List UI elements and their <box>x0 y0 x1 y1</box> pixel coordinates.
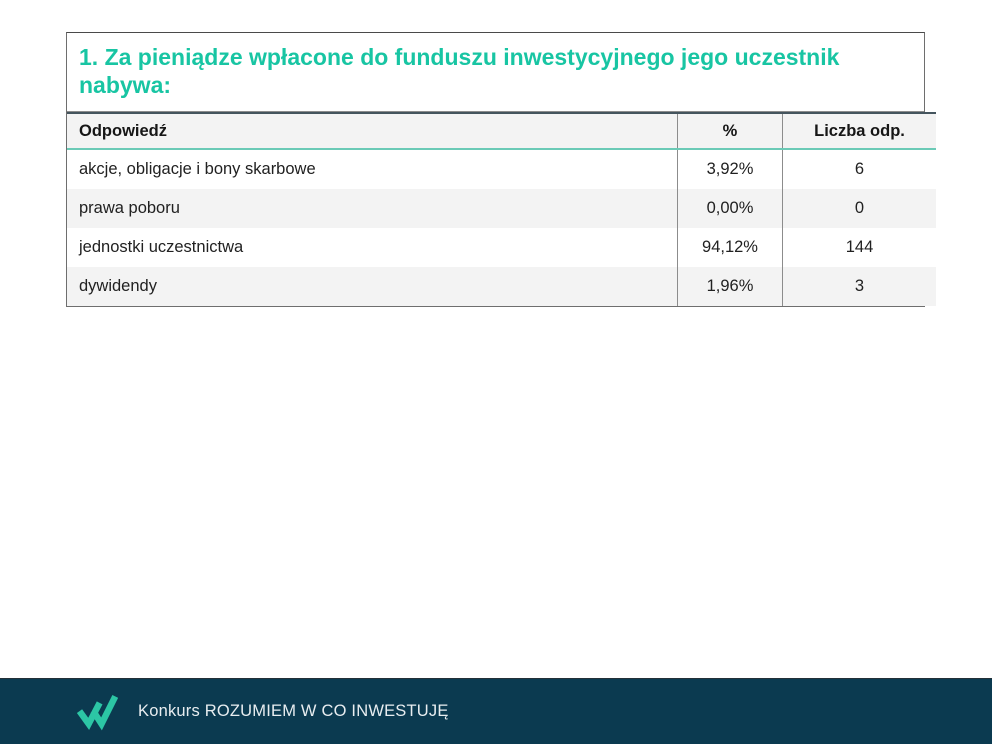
answer-cell: jednostki uczestnictwa <box>79 238 244 256</box>
count-cell: 0 <box>782 189 936 228</box>
double-check-w-logo-icon <box>76 694 118 730</box>
table-header-row: Odpowiedź % Liczba odp. <box>67 113 936 149</box>
results-table: Odpowiedź % Liczba odp. akcje, obligacje… <box>67 112 936 306</box>
table-row: dywidendy 1,96% 3 <box>67 267 936 306</box>
table-row: prawa poboru 0,00% 0 <box>67 189 936 228</box>
count-cell: 6 <box>782 149 936 189</box>
count-cell: 3 <box>782 267 936 306</box>
footer-bar: Konkurs ROZUMIEM W CO INWESTUJĘ <box>0 678 992 744</box>
answer-cell: dywidendy <box>79 277 157 295</box>
table-row: akcje, obligacje i bony skarbowe 3,92% 6 <box>67 149 936 189</box>
percent-cell: 3,92% <box>677 149 783 189</box>
question-panel: 1. Za pieniądze wpłacone do funduszu inw… <box>66 32 936 307</box>
column-header-answer: Odpowiedź <box>79 121 167 140</box>
percent-cell: 94,12% <box>677 228 783 267</box>
footer-text: Konkurs ROZUMIEM W CO INWESTUJĘ <box>138 702 449 720</box>
percent-cell: 0,00% <box>677 189 783 228</box>
count-cell: 144 <box>782 228 936 267</box>
answer-cell: prawa poboru <box>79 199 180 217</box>
column-header-count: Liczba odp. <box>782 113 936 149</box>
column-header-percent: % <box>677 113 783 149</box>
percent-cell: 1,96% <box>677 267 783 306</box>
question-title: 1. Za pieniądze wpłacone do funduszu inw… <box>67 33 924 112</box>
table-row: jednostki uczestnictwa 94,12% 144 <box>67 228 936 267</box>
answer-cell: akcje, obligacje i bony skarbowe <box>79 160 316 178</box>
